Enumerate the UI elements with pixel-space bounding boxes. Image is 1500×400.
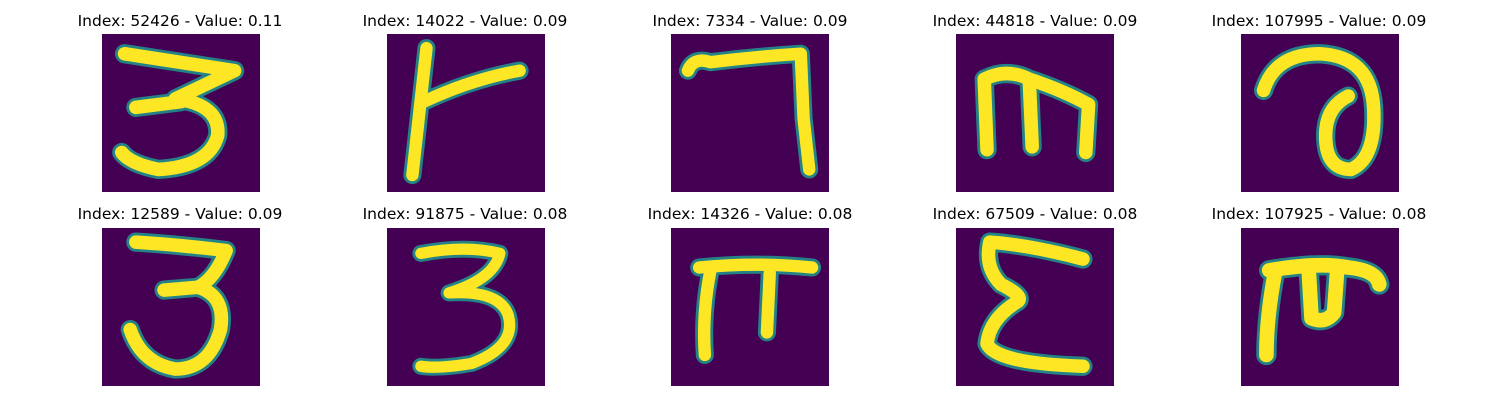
panel-title: Index: 44818 - Value: 0.09	[932, 12, 1138, 30]
panel-title: Index: 14022 - Value: 0.09	[362, 12, 568, 30]
glyph-pi-image	[690, 255, 822, 364]
digit-image	[102, 228, 260, 386]
panel-title: Index: 91875 - Value: 0.08	[362, 205, 568, 223]
digit-image	[956, 228, 1114, 386]
glyph-r-image	[403, 39, 529, 185]
panel-title: Index: 67509 - Value: 0.08	[932, 205, 1138, 223]
glyph-f-image	[1256, 255, 1390, 366]
glyph-7-image	[678, 44, 819, 179]
digit-image	[102, 34, 260, 192]
digit-image	[671, 228, 829, 386]
digit-image	[1241, 228, 1399, 386]
digit-image	[387, 228, 545, 386]
glyph-3-a-image	[112, 44, 245, 180]
digit-image	[387, 34, 545, 192]
glyph-3-b-image	[120, 232, 236, 379]
digit-image	[956, 34, 1114, 192]
panel-title: Index: 107925 - Value: 0.08	[1211, 205, 1427, 223]
glyph-3-c-image	[412, 240, 519, 376]
glyph-e-image	[977, 232, 1093, 376]
digit-image	[671, 34, 829, 192]
panel-title: Index: 7334 - Value: 0.09	[652, 12, 848, 30]
panel-title: Index: 14326 - Value: 0.08	[647, 205, 853, 223]
panel-title: Index: 107995 - Value: 0.09	[1211, 12, 1427, 30]
glyph-m-image	[974, 63, 1099, 163]
digit-image	[1241, 34, 1399, 192]
panel-title: Index: 52426 - Value: 0.11	[77, 12, 283, 30]
panel-title: Index: 12589 - Value: 0.09	[77, 205, 283, 223]
glyph-a-image	[1253, 44, 1384, 180]
